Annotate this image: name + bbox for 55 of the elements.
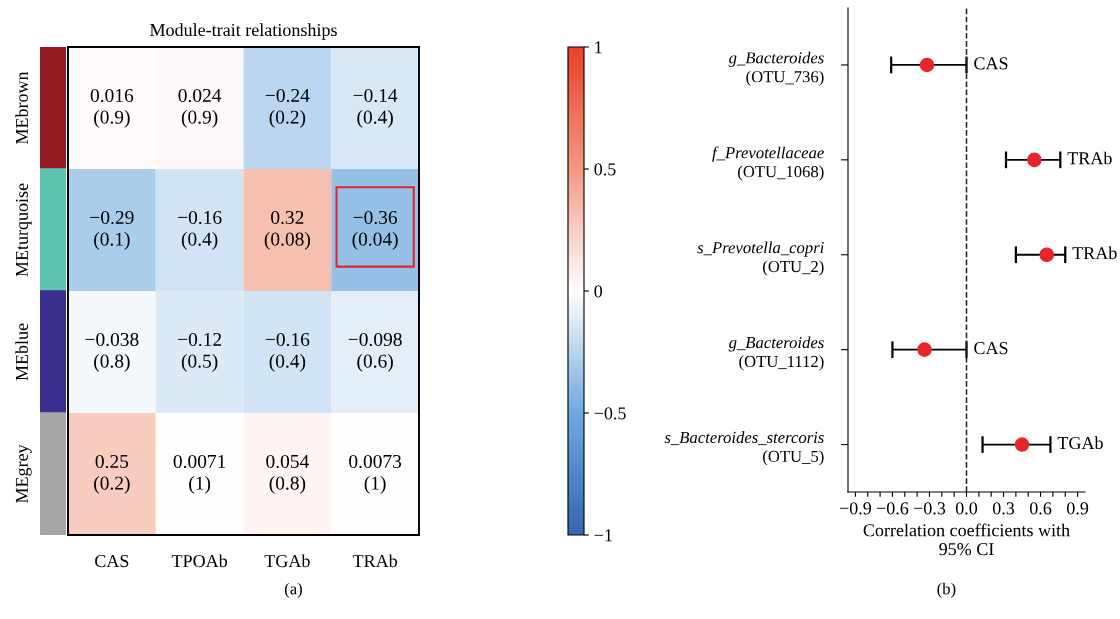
data-label: −0.14 (0.4) — [353, 88, 398, 128]
data-label: 0.0071 (1) — [173, 454, 226, 494]
data-label: 0.25 (0.2) — [94, 454, 130, 494]
text: (a) — [284, 582, 302, 598]
x-tick-label: 0.3 — [992, 502, 1015, 515]
point — [1027, 152, 1042, 168]
data-label: 0.054 (0.8) — [266, 454, 309, 494]
data-label: −0.24 (0.2) — [265, 88, 310, 128]
y-tick-label: MEblue — [15, 323, 28, 381]
data-label: −0.16 (0.4) — [265, 332, 310, 372]
color-bar-label: 0 — [594, 285, 603, 298]
y-tick-label: g_Bacteroides (OTU_736) — [728, 51, 824, 86]
data-label: −0.36 (0.04) — [352, 210, 398, 250]
text: (b) — [937, 582, 956, 598]
y-tick-label: MEgrey — [15, 444, 32, 504]
annotation: CAS — [974, 342, 1008, 355]
x-tick-label: −0.3 — [913, 502, 946, 515]
annotation: TRAb — [1067, 151, 1112, 165]
y-tick-label: s_Prevotella_copri (OTU_2) — [697, 241, 824, 276]
annotation: TRAb — [1072, 246, 1117, 260]
y-tick-label: MEturquoise — [15, 183, 32, 277]
point — [919, 57, 935, 73]
x-tick-label: TPOAb — [171, 554, 228, 568]
data-label: −0.098 (0.6) — [348, 332, 402, 372]
x-tick-label: −0.9 — [839, 502, 872, 515]
y-tick-label: g_Bacteroides (OTU_1112) — [728, 336, 824, 371]
data-label: −0.038 (0.8) — [85, 332, 139, 372]
x-tick-label: TGAb — [264, 554, 310, 568]
data-label: −0.12 (0.5) — [178, 332, 222, 372]
data-label: 0.0073 (1) — [349, 454, 402, 494]
x-axis-title: Correlation coefficients with 95% CI — [863, 523, 1070, 556]
x-tick-label: TRAb — [352, 554, 398, 568]
color-bar-label: 1 — [595, 41, 602, 54]
point — [1014, 437, 1030, 452]
data-label: −0.16 (0.4) — [178, 210, 222, 250]
annotation: CAS — [974, 57, 1008, 70]
x-tick-label: 0.6 — [1029, 502, 1052, 515]
chart-title: Module-trait relationships — [150, 23, 337, 40]
y-tick-label: s_Bacteroides_stercoris (OTU_5) — [664, 431, 824, 466]
y-tick-label: MEbrown — [15, 71, 28, 145]
data-label: 0.024 (0.9) — [178, 88, 222, 128]
color-bar-label: −1 — [594, 529, 612, 542]
x-tick-label: 0.0 — [955, 502, 978, 515]
x-tick-label: −0.6 — [876, 502, 909, 515]
x-tick-label: CAS — [95, 555, 129, 568]
point — [917, 342, 932, 357]
annotation: TGAb — [1057, 436, 1103, 450]
data-label: −0.29 (0.1) — [90, 210, 134, 250]
point — [1039, 247, 1055, 263]
y-tick-label: f_Prevotellaceae (OTU_1068) — [712, 146, 824, 181]
data-label: 0.016 (0.9) — [90, 88, 134, 128]
color-bar-label: −0.5 — [594, 407, 626, 420]
data-label: 0.32 (0.08) — [264, 210, 311, 250]
x-tick-label: 0.9 — [1067, 502, 1089, 515]
color-bar-label: 0.5 — [594, 163, 616, 176]
